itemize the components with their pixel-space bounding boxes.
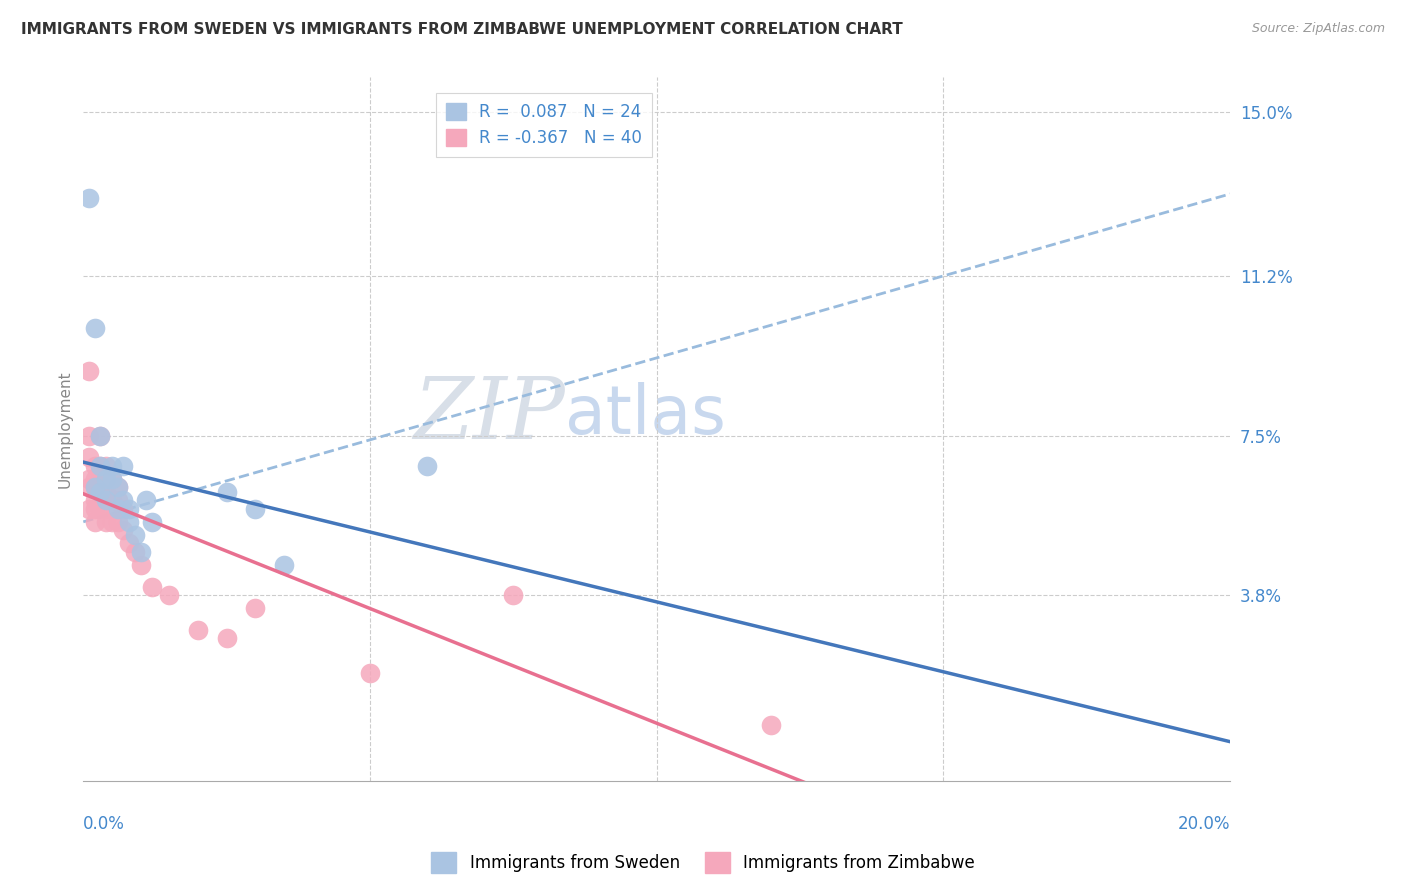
- Point: [107, 493, 129, 508]
- Text: 0.0%: 0.0%: [83, 815, 125, 833]
- Point: [101, 472, 124, 486]
- Point: [502, 588, 524, 602]
- Point: [89, 458, 111, 473]
- Legend: R =  0.087   N = 24, R = -0.367   N = 40: R = 0.087 N = 24, R = -0.367 N = 40: [436, 93, 652, 158]
- Point: [83, 458, 105, 473]
- Point: [124, 545, 146, 559]
- Point: [77, 480, 100, 494]
- Point: [416, 458, 439, 473]
- Point: [107, 480, 129, 494]
- Point: [83, 493, 105, 508]
- Point: [359, 665, 381, 680]
- Text: ZIP: ZIP: [413, 374, 565, 457]
- Point: [83, 501, 105, 516]
- Point: [96, 472, 118, 486]
- Point: [112, 458, 135, 473]
- Point: [112, 493, 135, 508]
- Point: [77, 428, 100, 442]
- Point: [89, 484, 111, 499]
- Point: [141, 580, 163, 594]
- Point: [83, 320, 105, 334]
- Point: [96, 501, 118, 516]
- Point: [118, 515, 141, 529]
- Point: [89, 484, 111, 499]
- Point: [96, 493, 118, 508]
- Point: [112, 501, 135, 516]
- Point: [101, 493, 124, 508]
- Point: [83, 472, 105, 486]
- Point: [761, 717, 783, 731]
- Y-axis label: Unemployment: Unemployment: [58, 370, 72, 488]
- Point: [96, 484, 118, 499]
- Point: [129, 545, 152, 559]
- Point: [107, 480, 129, 494]
- Text: 20.0%: 20.0%: [1178, 815, 1230, 833]
- Point: [157, 588, 180, 602]
- Point: [89, 428, 111, 442]
- Point: [215, 484, 238, 499]
- Legend: Immigrants from Sweden, Immigrants from Zimbabwe: Immigrants from Sweden, Immigrants from …: [425, 846, 981, 880]
- Point: [273, 558, 295, 572]
- Point: [96, 458, 118, 473]
- Point: [118, 501, 141, 516]
- Point: [124, 528, 146, 542]
- Point: [118, 536, 141, 550]
- Point: [77, 472, 100, 486]
- Point: [245, 601, 267, 615]
- Point: [107, 515, 129, 529]
- Point: [77, 364, 100, 378]
- Point: [101, 458, 124, 473]
- Point: [245, 501, 267, 516]
- Point: [96, 515, 118, 529]
- Point: [101, 515, 124, 529]
- Point: [129, 558, 152, 572]
- Point: [112, 524, 135, 538]
- Point: [89, 472, 111, 486]
- Point: [83, 480, 105, 494]
- Point: [187, 623, 209, 637]
- Point: [77, 501, 100, 516]
- Point: [77, 450, 100, 464]
- Point: [89, 501, 111, 516]
- Point: [83, 480, 105, 494]
- Text: atlas: atlas: [565, 382, 725, 448]
- Point: [215, 632, 238, 646]
- Point: [107, 501, 129, 516]
- Point: [135, 493, 157, 508]
- Point: [89, 428, 111, 442]
- Point: [141, 515, 163, 529]
- Point: [77, 191, 100, 205]
- Point: [101, 472, 124, 486]
- Text: IMMIGRANTS FROM SWEDEN VS IMMIGRANTS FROM ZIMBABWE UNEMPLOYMENT CORRELATION CHAR: IMMIGRANTS FROM SWEDEN VS IMMIGRANTS FRO…: [21, 22, 903, 37]
- Text: Source: ZipAtlas.com: Source: ZipAtlas.com: [1251, 22, 1385, 36]
- Point: [89, 458, 111, 473]
- Point: [83, 515, 105, 529]
